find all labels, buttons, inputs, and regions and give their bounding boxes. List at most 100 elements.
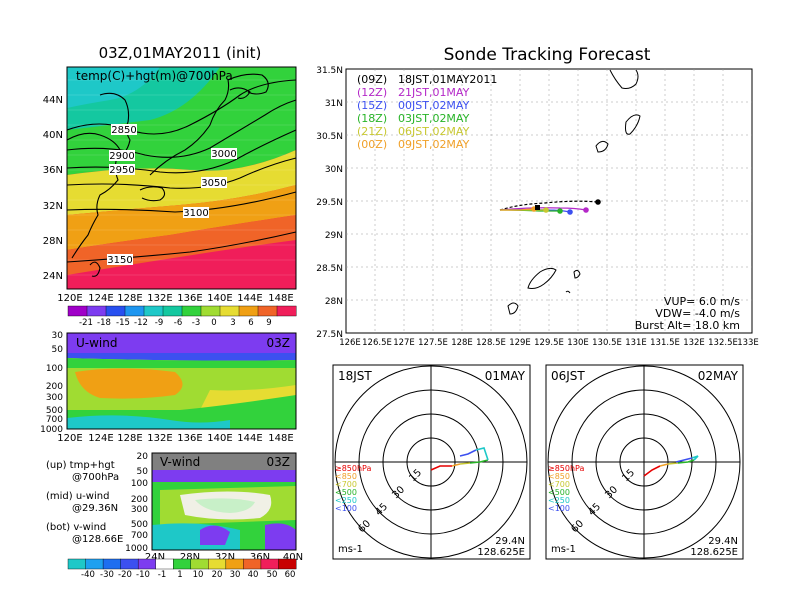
- launch-time: 09JST,02MAY: [398, 138, 470, 151]
- temperature-colorbar: [67, 305, 297, 317]
- colorbar-swatch: [137, 558, 157, 570]
- lat-tick: 28N: [180, 552, 200, 563]
- lat-tick: 28N: [43, 236, 63, 247]
- colorbar-swatch: [278, 558, 297, 570]
- lat-tick: 24N: [43, 271, 63, 282]
- lon-tick: 131E: [625, 338, 647, 348]
- lat-tick: 30.5N: [316, 132, 343, 142]
- landing-point-18z: [557, 208, 563, 214]
- colorbar-label: -12: [134, 318, 148, 328]
- lat-tick: 24N: [145, 552, 165, 563]
- colorbar-swatch: [225, 558, 244, 570]
- colorbar-swatch: [276, 305, 297, 317]
- vwind-time: 03Z: [267, 455, 291, 469]
- pressure-tick: 700: [46, 415, 63, 425]
- vup-label: VUP= 6.0 m/s: [664, 295, 740, 308]
- colorbar-label: -30: [100, 570, 114, 580]
- uwind-label: U-wind: [76, 336, 117, 350]
- temp-zone-colder: [67, 67, 160, 108]
- temp-map-lat-ticks: 44N 40N 36N 32N 28N 24N: [43, 95, 63, 282]
- legend-note: @700hPa: [72, 472, 119, 483]
- lon-tick: 129.5E: [534, 338, 564, 348]
- tracking-grid: [346, 69, 752, 333]
- hodo-legend-item: <250: [548, 496, 570, 505]
- hodo-legend-item: <100: [548, 504, 570, 513]
- track-12z: [499, 207, 587, 211]
- colorbar-label: 9: [266, 318, 271, 328]
- launch-code: (00Z): [357, 138, 387, 151]
- hodograph-date-label: 02MAY: [698, 369, 739, 383]
- colorbar-swatch: [190, 558, 209, 570]
- lat-tick: 44N: [43, 95, 63, 106]
- lon-tick: 128E: [117, 433, 142, 444]
- launch-legend: (09Z) 18JST,01MAY2011 (12Z) 21JST,01MAY …: [357, 73, 497, 151]
- burst-alt-label: Burst Alt= 18.0 km: [635, 319, 740, 332]
- legend-note: @128.66E: [72, 534, 123, 545]
- hodograph-panel-2: 15 30 45 60 06JST 02MAY 29.4N 128.625E m…: [545, 364, 744, 560]
- hodograph-lon: 128.625E: [477, 547, 525, 558]
- sonde-parameters: VUP= 6.0 m/s VDW= -4.0 m/s Burst Alt= 18…: [635, 295, 741, 332]
- lat-tick: 40N: [283, 552, 303, 563]
- hodo-legend-item: <500: [548, 488, 570, 497]
- colorbar-swatch: [120, 558, 139, 570]
- lon-tick: 128E: [117, 293, 142, 304]
- temp-zone-warm: [67, 185, 296, 250]
- lon-tick: 148E: [268, 293, 293, 304]
- lat-tick: 40N: [43, 130, 63, 141]
- pressure-tick: 1000: [125, 544, 148, 554]
- pressure-tick: 200: [46, 382, 63, 392]
- pressure-tick: 50: [52, 345, 64, 355]
- hodograph-rings: [334, 365, 528, 559]
- lon-tick: 140E: [207, 433, 232, 444]
- hodo-legend-item: <850: [335, 472, 357, 481]
- island-coastlines: [507, 69, 641, 315]
- launch-code: (09Z): [357, 73, 387, 86]
- hodo-legend-item: ≥850hPa: [335, 464, 372, 473]
- uwind-time: 03Z: [267, 336, 291, 350]
- colorbar-label: -9: [155, 318, 163, 328]
- v-wind-panel: V-wind 03Z: [151, 452, 297, 551]
- colorbar-label: -6: [174, 318, 182, 328]
- hodograph-unit: ms-1: [338, 544, 363, 555]
- contour-label: 2950: [109, 165, 134, 176]
- launch-code: (21Z): [357, 125, 387, 138]
- lon-tick: 132.5E: [708, 338, 738, 348]
- hodograph-trace: [430, 447, 489, 471]
- colorbar-label: 1: [177, 570, 182, 580]
- vwind-label: V-wind: [160, 455, 200, 469]
- track-00z: [499, 208, 535, 211]
- legend-note: @29.36N: [72, 503, 118, 514]
- track-09z: [499, 200, 599, 211]
- tracking-map: (09Z) 18JST,01MAY2011 (12Z) 21JST,01MAY …: [345, 68, 753, 334]
- pressure-tick: 20: [137, 452, 149, 462]
- colorbar-swatch: [208, 558, 227, 570]
- colorbar-swatch: [124, 305, 145, 317]
- lon-tick: 126E: [339, 338, 361, 348]
- lon-tick: 136E: [177, 293, 202, 304]
- sonde-landing-points: [531, 199, 601, 215]
- colorbar-swatch: [67, 305, 88, 317]
- colorbar-label: -40: [81, 570, 95, 580]
- lon-tick: 148E: [268, 433, 293, 444]
- vdw-label: VDW= -4.0 m/s: [655, 307, 740, 320]
- hodograph-legend: ≥850hPa <850 <700 <500 <250 <100: [335, 464, 372, 513]
- tracking-title: Sonde Tracking Forecast: [444, 45, 651, 65]
- colorbar-label: 20: [212, 570, 223, 580]
- contour-label: 3150: [107, 255, 132, 266]
- vwind-pressure-ticks: 20 50 100 200 300 500 700 1000: [125, 452, 148, 554]
- lon-tick: 133E: [737, 338, 759, 348]
- launch-time: 00JST,02MAY: [398, 99, 470, 112]
- u-wind-panel: U-wind 03Z: [66, 332, 297, 430]
- colorbar-swatch: [162, 305, 183, 317]
- colorbar-swatch: [219, 305, 240, 317]
- launch-time: 18JST,01MAY2011: [398, 73, 497, 86]
- lon-tick: 120E: [57, 293, 82, 304]
- legend-note: (bot) v-wind: [46, 522, 106, 533]
- pressure-tick: 700: [131, 531, 148, 541]
- hodograph-lat: 29.4N: [495, 536, 525, 547]
- colorbar-label: -18: [97, 318, 111, 328]
- hodo-legend-item: <700: [335, 480, 357, 489]
- colorbar-swatch: [173, 558, 192, 570]
- lat-tick: 31.5N: [316, 66, 343, 76]
